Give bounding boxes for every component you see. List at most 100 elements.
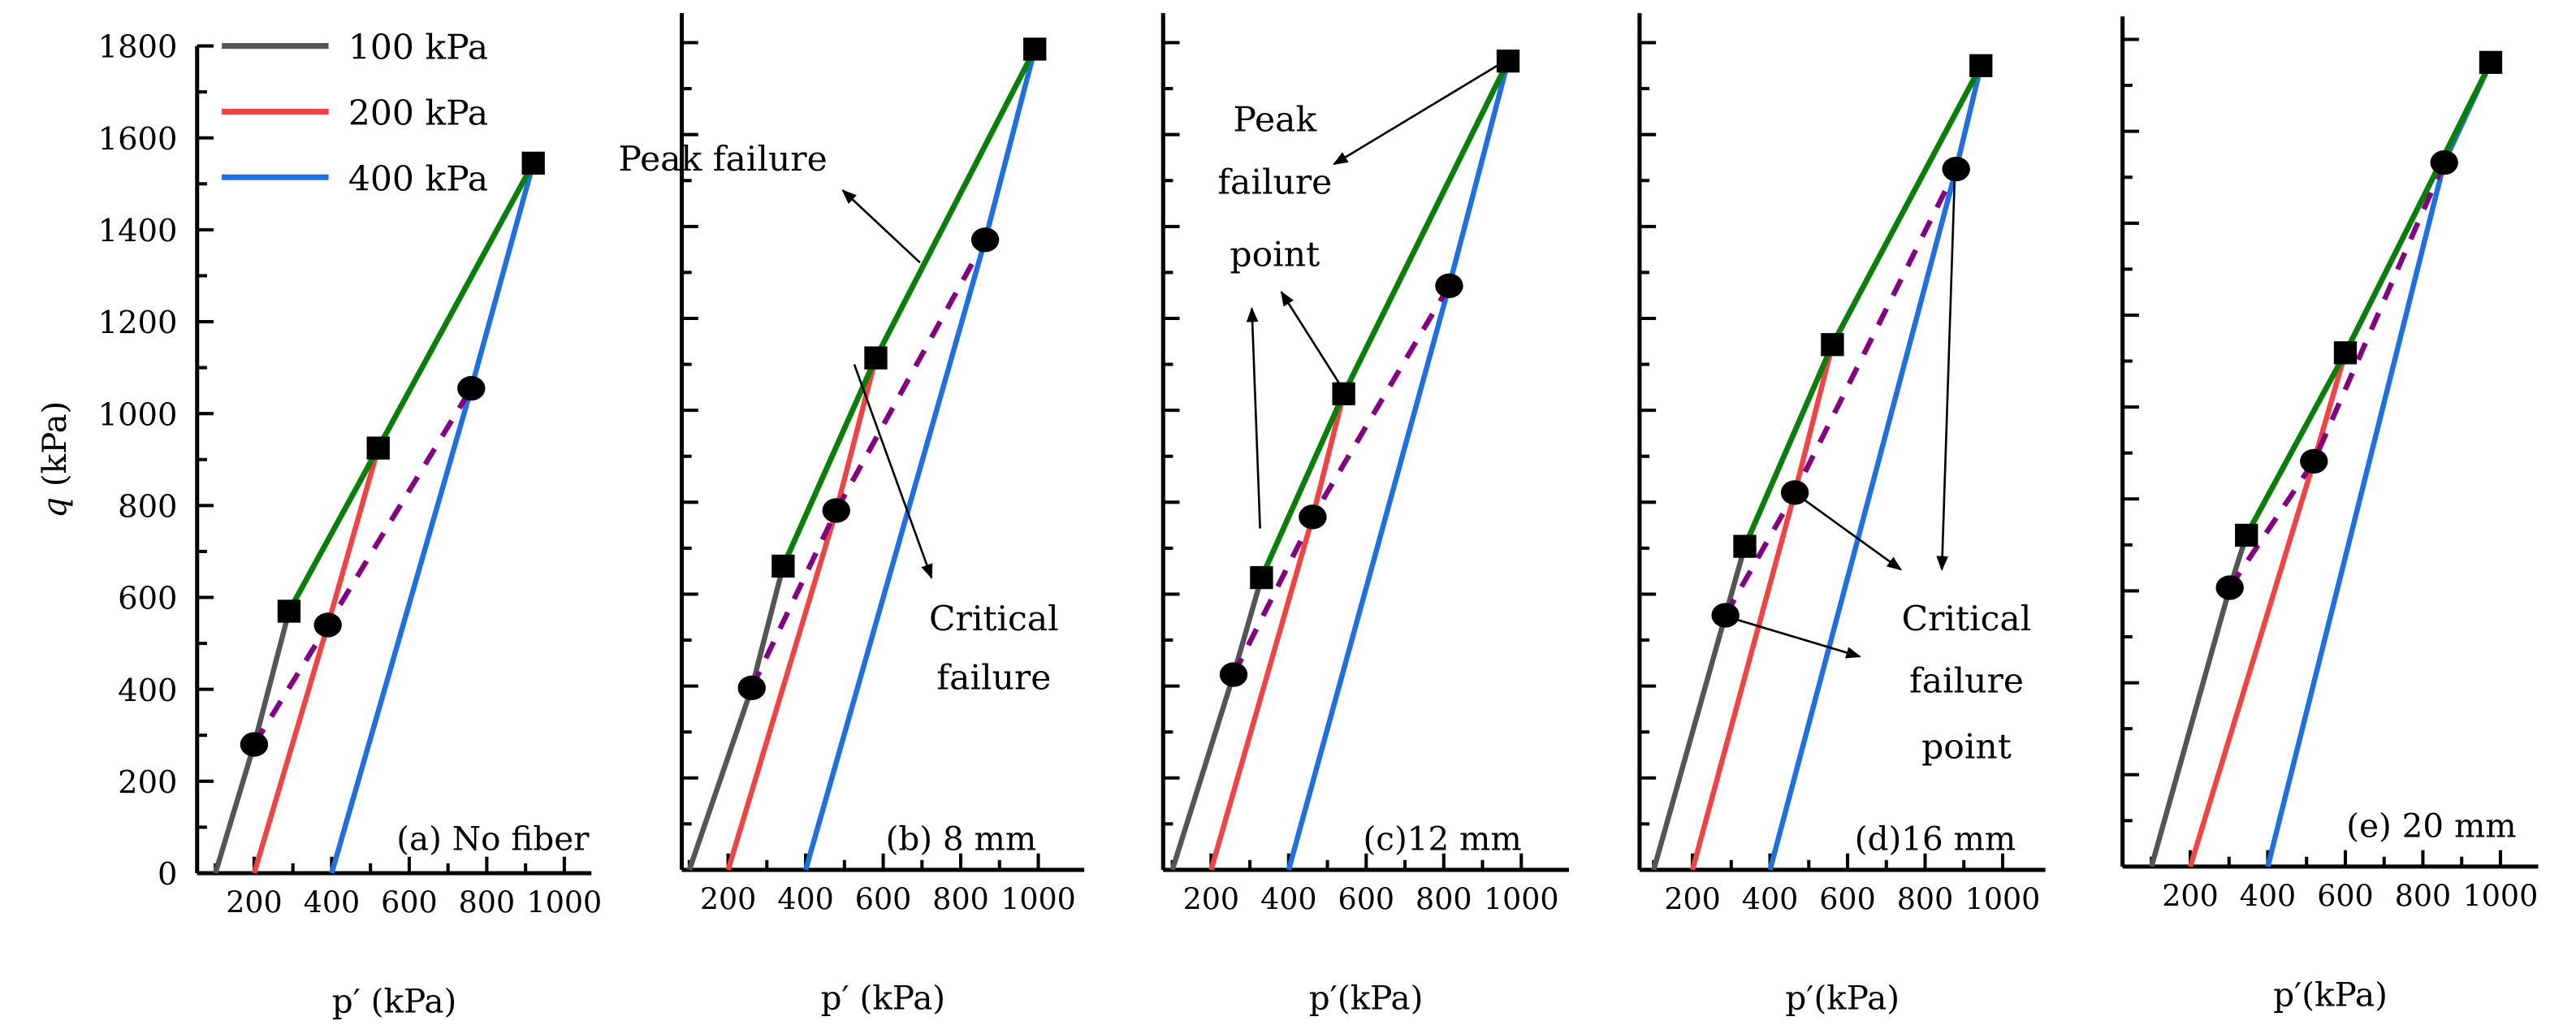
annotation-arrow (853, 364, 933, 579)
y-tick-label: 400 (118, 673, 177, 709)
annotation-text: failure (1217, 162, 1332, 202)
annotation-arrow (1793, 491, 1903, 571)
x-tick-label: 1000 (2463, 878, 2539, 913)
peak-failure-point (772, 554, 795, 578)
critical-failure-point (313, 612, 342, 638)
peak-failure-line (286, 162, 536, 613)
annotation-arrow (1333, 58, 1509, 166)
critical-failure-point (737, 675, 766, 701)
x-axis-label: p′ (kPa) (821, 979, 946, 1018)
peak-failure-point (2235, 523, 2258, 547)
x-tick-label: 1000 (1965, 881, 2041, 916)
peak-failure-point (1496, 50, 1520, 73)
x-tick-label: 800 (1897, 881, 1953, 916)
peak-failure-point (366, 436, 390, 460)
stress-path-200-kPa (1689, 344, 1835, 871)
panel-a (195, 44, 592, 876)
x-axis-label: p′(kPa) (2273, 976, 2388, 1015)
peak-failure-line (780, 47, 1038, 568)
y-tick-label: 800 (118, 489, 177, 526)
critical-failure-point (2430, 149, 2458, 175)
peak-failure-point (1969, 54, 1993, 77)
stress-path-100-kPa (1169, 577, 1264, 871)
stress-path-400-kPa (802, 48, 1038, 871)
annotation-arrow (1936, 167, 1956, 571)
critical-state-line (252, 387, 474, 746)
critical-failure-point (822, 498, 850, 523)
y-tick-label: 1200 (98, 305, 178, 341)
annotation-arrow (1246, 307, 1261, 529)
panel-label: (c)12 mm (1364, 820, 1522, 859)
panel-b (679, 13, 1085, 872)
y-axis-label-q: q (35, 497, 74, 518)
critical-failure-point (1942, 156, 1970, 182)
annotation-arrow (841, 189, 921, 264)
peak-failure-point (1250, 565, 1273, 590)
critical-failure-point (2300, 448, 2328, 474)
x-tick-label: 200 (1183, 881, 1239, 916)
annotation-text: failure (936, 659, 1051, 699)
annotation-text: Critical (1902, 599, 2032, 639)
annotation-text: failure (1909, 662, 2024, 702)
critical-state-line (749, 238, 988, 690)
x-tick-label: 200 (226, 885, 282, 919)
peak-failure-point (864, 346, 888, 370)
x-tick-label: 1000 (1484, 881, 1559, 916)
stress-path-400-kPa (329, 162, 536, 874)
x-axis-label: p′(kPa) (1309, 979, 1424, 1018)
annotation-text: point (1921, 728, 2012, 768)
y-tick-label: 1400 (98, 213, 178, 249)
peak-failure-point (2479, 50, 2503, 74)
annotation-text: Peak failure (618, 140, 827, 180)
x-axis-label: p′(kPa) (1785, 979, 1900, 1018)
annotation-arrow (1280, 291, 1345, 392)
x-tick-label: 600 (1819, 881, 1875, 916)
critical-state-line (1231, 284, 1452, 676)
x-tick-label: 800 (2395, 878, 2451, 913)
x-tick-label: 400 (1260, 881, 1316, 916)
critical-failure-point (1219, 662, 1248, 687)
peak-failure-point (1332, 382, 1355, 405)
y-axis-label-unit: (kPa) (35, 401, 74, 497)
annotation-text: point (1230, 235, 1320, 275)
critical-failure-point (2215, 575, 2244, 600)
annotation-text: Peak (1233, 101, 1316, 141)
x-tick-label: 400 (2240, 878, 2296, 913)
x-tick-label: 600 (381, 885, 437, 919)
y-tick-label: 1800 (98, 29, 178, 66)
critical-failure-point (970, 227, 1000, 253)
panel-d (1637, 13, 2046, 872)
peak-failure-point (521, 151, 545, 175)
critical-failure-point (1435, 273, 1463, 298)
x-tick-label: 600 (855, 881, 911, 916)
legend-label: 100 kPa (348, 28, 488, 68)
y-tick-label: 1600 (98, 121, 178, 158)
panel-c (1160, 13, 1569, 872)
x-tick-label: 1000 (1001, 881, 1076, 916)
x-tick-label: 800 (459, 885, 515, 919)
x-tick-label: 200 (2162, 878, 2218, 913)
x-tick-label: 600 (2317, 878, 2373, 913)
y-tick-label: 200 (118, 764, 177, 801)
legend-label: 400 kPa (348, 159, 488, 199)
x-tick-label: 400 (1742, 881, 1798, 916)
x-tick-label: 600 (1338, 881, 1394, 916)
x-tick-label: 1000 (527, 885, 603, 919)
panel-label: (e) 20 mm (2346, 807, 2516, 846)
panel-label: (d)16 mm (1855, 820, 2016, 859)
legend-label: 200 kPa (348, 94, 488, 134)
peak-failure-point (1821, 333, 1844, 357)
x-tick-label: 400 (304, 885, 360, 919)
peak-failure-point (277, 599, 301, 623)
y-tick-label: 1000 (98, 396, 178, 433)
stress-path-200-kPa (1208, 393, 1346, 871)
x-tick-label: 200 (1664, 881, 1720, 916)
stress-path-100-kPa (686, 565, 786, 871)
y-tick-label: 600 (118, 581, 177, 617)
critical-failure-point (1299, 504, 1327, 530)
x-tick-label: 800 (1416, 881, 1472, 916)
x-axis-label: p′ (kPa) (332, 982, 457, 1021)
stress-path-200-kPa (2187, 352, 2349, 867)
